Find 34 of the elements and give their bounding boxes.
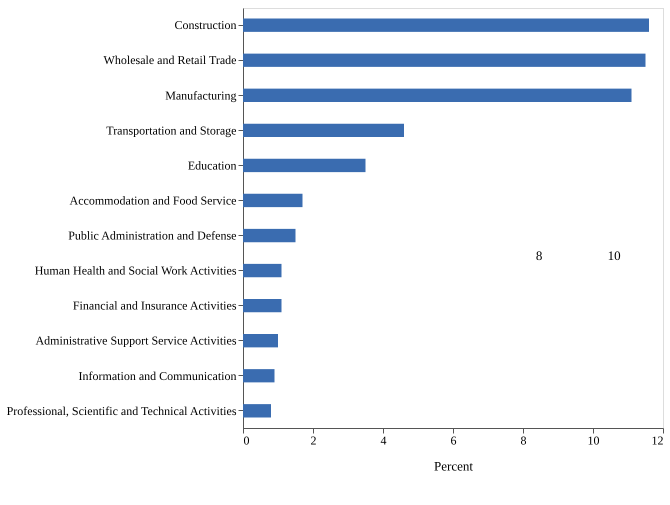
y-tick-label: Financial and Insurance Activities bbox=[72, 298, 237, 313]
x-tick-label: 6 bbox=[450, 434, 456, 448]
bar bbox=[243, 124, 404, 138]
x-axis-title: Percent bbox=[434, 458, 474, 474]
x-tick-label: 2 bbox=[310, 434, 316, 448]
bar bbox=[243, 264, 282, 278]
y-tick-label: Manufacturing bbox=[165, 88, 236, 102]
y-tick-label: Transportation and Storage bbox=[106, 123, 236, 138]
x-tick-label: 12 bbox=[652, 434, 664, 448]
bar bbox=[243, 158, 366, 172]
bar bbox=[243, 298, 282, 312]
x-tick-label: 10 bbox=[588, 434, 600, 448]
bar bbox=[243, 88, 632, 102]
y-tick-label: Human Health and Social Work Activities bbox=[34, 264, 237, 278]
y-tick-label: Public Administration and Defense bbox=[68, 228, 236, 243]
bar bbox=[243, 404, 271, 418]
bar bbox=[243, 228, 296, 242]
x-tick-label: 4 bbox=[380, 434, 386, 448]
annotation: 10 bbox=[608, 248, 621, 263]
bar bbox=[243, 334, 278, 348]
annotation: 8 bbox=[536, 248, 542, 263]
y-tick-label: Professional, Scientific and Technical Activities bbox=[6, 404, 237, 418]
x-tick-label: 8 bbox=[520, 434, 526, 448]
y-tick-label: Construction bbox=[174, 18, 236, 32]
bar bbox=[243, 54, 646, 67]
y-tick-label: Accommodation and Food Service bbox=[70, 193, 236, 208]
y-tick-label: Education bbox=[188, 158, 236, 172]
y-tick-label: Wholesale and Retail Trade bbox=[104, 53, 236, 68]
y-tick-label: Administrative Support Service Activities bbox=[36, 334, 237, 348]
bar bbox=[243, 18, 649, 32]
bar bbox=[243, 369, 274, 382]
bar bbox=[243, 194, 302, 208]
y-tick-label: Information and Communication bbox=[78, 368, 236, 383]
x-tick-label: 0 bbox=[244, 434, 250, 448]
